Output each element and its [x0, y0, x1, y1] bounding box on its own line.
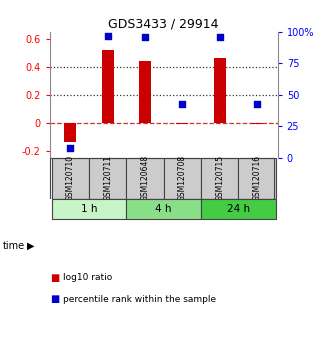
Text: 1 h: 1 h: [81, 204, 97, 214]
Bar: [52, 158, 89, 199]
Title: GDS3433 / 29914: GDS3433 / 29914: [108, 18, 219, 31]
Text: GSM120708: GSM120708: [178, 155, 187, 201]
Bar: [89, 158, 126, 199]
Bar: [251, 123, 263, 124]
Bar: [201, 158, 239, 199]
Point: [180, 101, 185, 107]
Text: time: time: [3, 241, 25, 251]
Bar: [52, 199, 126, 219]
Text: GSM120648: GSM120648: [141, 155, 150, 201]
Bar: [102, 50, 114, 123]
Bar: [214, 58, 226, 123]
Bar: [126, 158, 164, 199]
Text: 4 h: 4 h: [155, 204, 172, 214]
Point: [255, 101, 260, 107]
Point: [217, 34, 222, 40]
Bar: [164, 158, 201, 199]
Text: ■: ■: [50, 294, 59, 304]
Bar: [126, 199, 201, 219]
Point: [143, 34, 148, 40]
Point: [105, 33, 110, 39]
Text: GSM120711: GSM120711: [103, 155, 112, 201]
Bar: [177, 123, 188, 124]
Text: ■: ■: [50, 273, 59, 283]
Text: GSM120710: GSM120710: [66, 155, 75, 201]
Point: [68, 145, 73, 150]
Text: ▶: ▶: [27, 241, 35, 251]
Text: GSM120715: GSM120715: [215, 155, 224, 201]
Text: percentile rank within the sample: percentile rank within the sample: [63, 295, 216, 304]
Text: GSM120716: GSM120716: [253, 155, 262, 201]
Bar: [239, 158, 276, 199]
Text: 24 h: 24 h: [227, 204, 250, 214]
Text: log10 ratio: log10 ratio: [63, 273, 112, 282]
Bar: [64, 123, 76, 142]
Bar: [139, 61, 151, 123]
Bar: [201, 199, 276, 219]
